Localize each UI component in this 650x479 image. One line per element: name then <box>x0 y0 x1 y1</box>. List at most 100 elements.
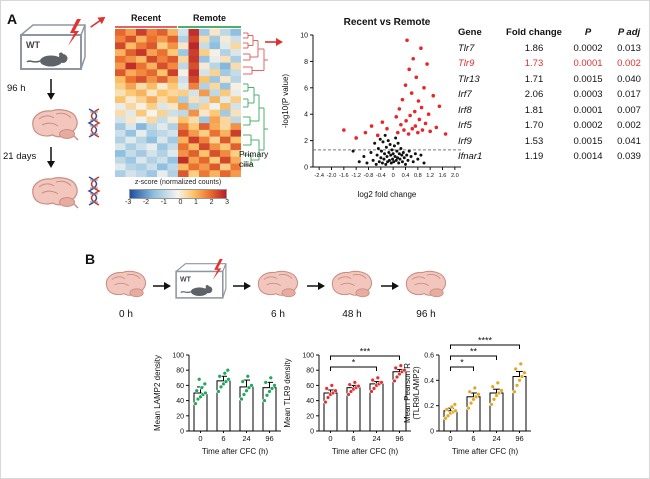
svg-text:24: 24 <box>372 434 380 443</box>
svg-text:0: 0 <box>310 429 314 436</box>
svg-text:-2.4: -2.4 <box>314 173 324 179</box>
svg-text:*: * <box>352 358 356 368</box>
volcano-series-significant <box>342 38 448 140</box>
bars <box>323 368 407 432</box>
lamp2-bar-chart: 0 20 40 60 80 100 0 6 24 96 Time after CFC (h) Mean… <box>153 353 281 456</box>
gene-cell: Tlr9 <box>458 58 475 69</box>
value-cell: 0.0002 <box>573 120 603 131</box>
svg-text:20: 20 <box>306 413 314 420</box>
svg-text:Time after CFC (h): Time after CFC (h) <box>332 447 399 456</box>
right-arrow-icon <box>233 282 251 290</box>
colorbar-label: z-score (normalized counts) <box>134 179 222 186</box>
table-header: Gene <box>458 27 482 38</box>
svg-text:0.6: 0.6 <box>424 353 434 360</box>
significance-brackets: ******* <box>450 336 520 371</box>
svg-text:80: 80 <box>306 368 314 375</box>
gene-cell: Irf7 <box>458 89 472 100</box>
value-cell: 0.0015 <box>573 135 603 147</box>
bar <box>323 392 338 432</box>
svg-text:log2 fold change: log2 fold change <box>358 190 417 199</box>
svg-text:60: 60 <box>306 383 314 390</box>
svg-text:0: 0 <box>328 434 332 443</box>
value-cell: 2.06 <box>524 89 544 100</box>
shock-flash-icon <box>212 259 223 280</box>
time-96h-label: 96 h <box>7 83 26 94</box>
value-cell: 1.71 <box>524 73 544 85</box>
svg-text:Time after CFC (h): Time after CFC (h) <box>452 447 519 456</box>
bar <box>466 396 481 432</box>
volcano-axes: 0 2 4 6 8 10 -2.4 -2.0 -1.6 -1.2 -0.8 -0.4 0 0.4 0.8 1.… <box>300 33 461 179</box>
wt-label: WT <box>26 40 40 50</box>
data-points <box>193 368 277 406</box>
svg-text:Mean Pearson R: Mean Pearson R <box>403 363 412 423</box>
timepoint-0h: 0 h <box>119 309 133 320</box>
table-header: Fold change <box>506 27 562 38</box>
svg-text:96: 96 <box>515 434 523 443</box>
svg-text:24: 24 <box>492 434 500 443</box>
colorbar-ticks: -3 -2 -1 0 1 2 3 <box>125 199 229 206</box>
svg-text:-0.4: -0.4 <box>376 173 386 179</box>
cfc-cage-icon: WT <box>175 259 227 299</box>
svg-text:6: 6 <box>471 434 475 443</box>
svg-text:Mean TLR9 density: Mean TLR9 density <box>283 358 292 427</box>
shock-arrow-icon <box>90 16 106 28</box>
gene-cell: Irf5 <box>458 120 472 131</box>
svg-text:-1.2: -1.2 <box>351 173 361 179</box>
timepoint-48h: 48 h <box>342 309 362 320</box>
brain-icon <box>257 270 299 298</box>
panel-b-label: B <box>85 251 96 267</box>
down-arrow-icon <box>47 147 55 168</box>
value-cell: 0.0003 <box>573 89 603 100</box>
value-cell: 1.86 <box>524 42 544 54</box>
brain-icon <box>105 270 147 298</box>
svg-text:1.6: 1.6 <box>439 173 447 179</box>
value-cell: 1.73 <box>524 58 544 69</box>
brain-icon <box>331 270 373 298</box>
svg-text:0: 0 <box>392 173 395 179</box>
dna-icon <box>87 176 101 206</box>
svg-text:-0.8: -0.8 <box>364 173 374 179</box>
significance-brackets: **** <box>330 347 400 371</box>
value-cell: 0.0002 <box>573 42 603 54</box>
heatmap-group-remote: Remote <box>192 13 226 23</box>
tlr9-bar-chart: 0 20 40 60 80 100 0 6 24 96 Time after CFC (h) Mean… <box>283 347 411 456</box>
svg-text:20: 20 <box>176 413 184 420</box>
value-cell: 1.81 <box>524 104 544 116</box>
value-cell: 0.040 <box>617 73 641 85</box>
svg-text:Mean LAMP2 density: Mean LAMP2 density <box>153 355 162 431</box>
svg-text:0.2: 0.2 <box>424 403 434 410</box>
svg-text:***: *** <box>360 347 371 357</box>
value-cell: 0.0001 <box>573 104 603 116</box>
colorbar-gradient <box>129 189 227 199</box>
bar <box>216 380 231 432</box>
dendrogram <box>243 32 268 166</box>
data-points <box>323 363 407 405</box>
svg-text:8: 8 <box>304 59 308 66</box>
gene-cell: Tlr7 <box>458 42 475 54</box>
right-arrow-icon <box>307 282 325 290</box>
svg-text:24: 24 <box>242 434 250 443</box>
svg-text:0.8: 0.8 <box>414 173 422 179</box>
svg-text:4: 4 <box>304 112 308 119</box>
time-21d-label: 21 days <box>3 151 37 162</box>
svg-text:40: 40 <box>306 398 314 405</box>
value-cell: 1.19 <box>524 151 544 162</box>
bar <box>239 386 254 432</box>
bar <box>512 376 527 432</box>
svg-text:0: 0 <box>180 429 184 436</box>
heatmap-group-recent: Recent <box>130 13 161 23</box>
cfc-cage-icon: WT <box>20 19 86 70</box>
svg-text:0: 0 <box>304 165 308 172</box>
colorbar-tick: 0 <box>178 199 183 206</box>
brain-icon <box>405 270 447 298</box>
value-cell: 0.0001 <box>573 58 603 69</box>
bars <box>443 370 527 432</box>
table-header: P adj <box>617 27 641 38</box>
mouse-icon <box>40 55 62 67</box>
colorbar-tick: -1 <box>160 199 167 206</box>
shock-flash-icon <box>68 19 81 46</box>
wt-label: WT <box>180 277 192 284</box>
heatmap-cells <box>115 29 241 177</box>
bars <box>193 375 277 432</box>
